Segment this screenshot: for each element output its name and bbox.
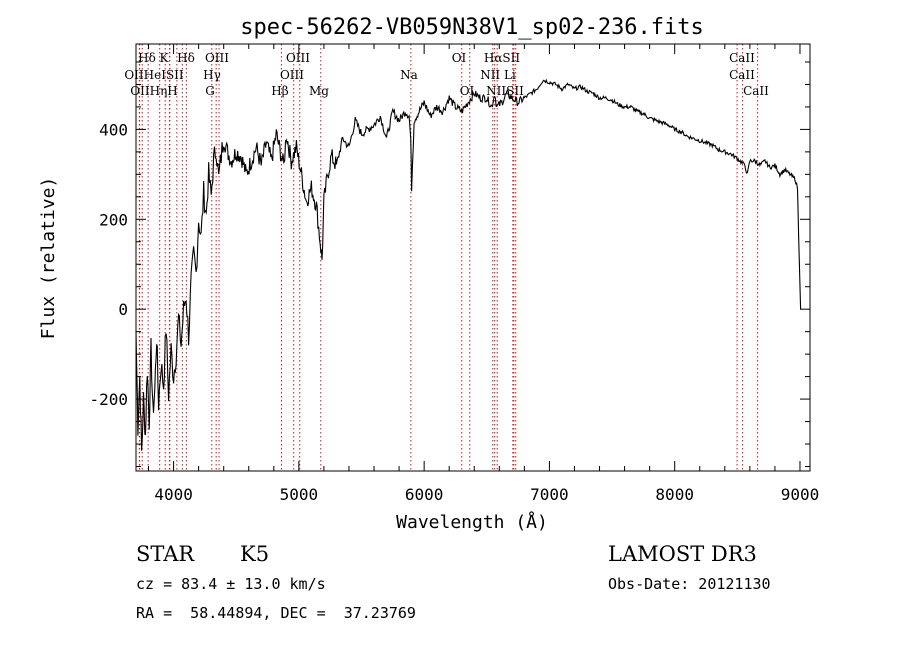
line-label-0-2: Hδ [177,51,195,65]
object-class: STAR [136,542,195,566]
line-label-2-3: Mg [309,84,329,98]
y-tick-label-0: 0 [118,300,128,319]
x-tick-label-7000: 7000 [530,485,569,504]
plot-frame [135,43,811,472]
line-label-1-0: OIIHeISII [124,68,184,82]
line-label-1-1: Hγ [203,68,221,82]
line-label-2-4: OI [460,84,475,98]
x-tick-label-6000: 6000 [405,485,444,504]
chart-title: spec-56262-VB059N38V1_sp02-236.fits [240,15,704,40]
spectrum-line [135,78,802,451]
line-label-0-7: CaII [729,51,755,65]
y-tick-label-200: 200 [99,210,128,229]
line-label-2-0: OIIHηH [130,84,177,98]
line-label-2-2: Hβ [271,84,288,98]
line-label-1-2: OIII [280,68,304,82]
y-tick-label-400: 400 [99,120,128,139]
survey-name: LAMOST DR3 [608,542,757,566]
coordinates: RA = 58.44894, DEC = 37.23769 [136,604,416,622]
line-label-0-5: OI [452,51,467,65]
x-tick-label-4000: 4000 [154,485,193,504]
line-labels: Hδ K Hδ OIII OIII OI HαSII CaII OIIHeISII Hγ OIII N… [124,51,769,98]
line-label-1-5: CaII [729,68,755,82]
y-axis-label: Flux (relative) [38,177,59,340]
y-tick-label--200: -200 [89,390,128,409]
obs-date: Obs-Date: 20121130 [608,575,771,593]
line-label-2-6: CaII [743,84,769,98]
cz-value: cz = 83.4 ± 13.0 km/s [136,575,326,593]
line-label-2-1: G [205,84,215,98]
line-label-1-3: Na [400,68,418,82]
x-tick-label-5000: 5000 [280,485,319,504]
x-tick-label-9000: 9000 [781,485,820,504]
line-label-0-1: K [160,51,170,65]
x-tick-label-8000: 8000 [655,485,694,504]
line-label-0-3: OIII [205,51,229,65]
line-label-0-0: Hδ [138,51,156,65]
line-label-2-5: NIISII [486,84,524,98]
subclass: K5 [240,542,270,566]
x-axis-label: Wavelength (Å) [396,511,548,533]
line-markers [138,44,759,471]
axis-ticks: 4000 5000 6000 7000 8000 9000 -200 0 200 400 [89,44,819,504]
line-label-0-6: HαSII [484,51,521,65]
line-label-1-4: NII Li [480,68,516,82]
line-label-0-4: OIII [286,51,310,65]
